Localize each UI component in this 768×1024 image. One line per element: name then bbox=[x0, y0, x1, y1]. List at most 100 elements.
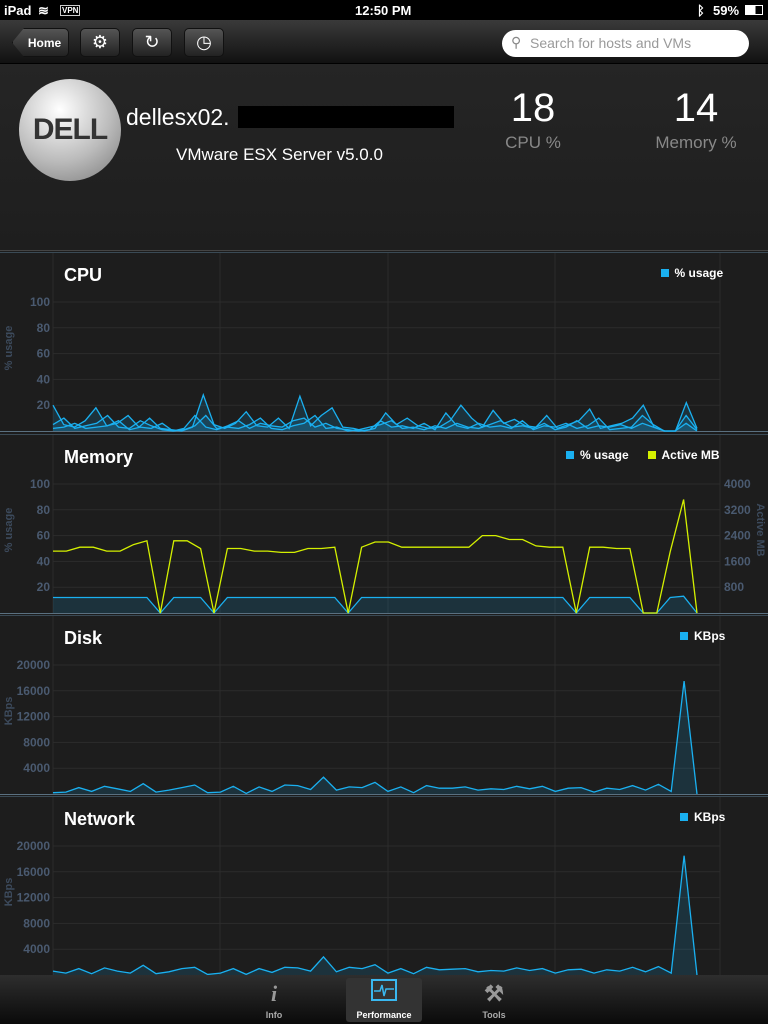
chart-title: Memory bbox=[64, 447, 134, 467]
y-tick-label: 4000 bbox=[23, 942, 50, 956]
tab-label: Info bbox=[265, 1010, 283, 1020]
history-button[interactable]: ◷ bbox=[184, 28, 224, 57]
refresh-button[interactable]: ↻ bbox=[132, 28, 172, 57]
legend-swatch bbox=[647, 451, 656, 459]
tab-label: Tools bbox=[482, 1010, 506, 1020]
legend-label: KBps bbox=[694, 629, 726, 643]
chart-title: CPU bbox=[64, 265, 103, 285]
disk-chart: 4000 8000 12000 16000 20000 KBps Disk KBps bbox=[0, 615, 768, 795]
gear-icon: ⚙ bbox=[91, 32, 109, 52]
vpn-badge: VPN bbox=[60, 5, 81, 16]
tab-performance[interactable]: Performance bbox=[346, 978, 422, 1022]
legend-label: Active MB bbox=[661, 448, 720, 462]
y-tick-label: 20 bbox=[37, 580, 51, 594]
y-tick-label: 20000 bbox=[17, 658, 51, 672]
legend-label: % usage bbox=[674, 266, 724, 280]
series-line bbox=[53, 499, 698, 614]
chart-title: Disk bbox=[64, 628, 103, 648]
chart-svg: 4000 8000 12000 16000 20000 KBps bbox=[0, 616, 768, 795]
search-input[interactable]: ⚲ Search for hosts and VMs bbox=[502, 30, 749, 57]
tab-bar: i Info Performance ⚒ Tools bbox=[0, 975, 768, 1024]
y2-tick-label: 3200 bbox=[724, 503, 751, 517]
tab-info[interactable]: i Info bbox=[236, 978, 312, 1022]
y2-tick-label: 4000 bbox=[724, 477, 751, 491]
y-tick-label: 12000 bbox=[17, 710, 51, 724]
settings-button[interactable]: ⚙ bbox=[80, 28, 120, 57]
y-tick-label: 100 bbox=[30, 295, 50, 309]
series-area bbox=[53, 415, 697, 431]
y-tick-label: 40 bbox=[37, 554, 51, 568]
device-name: iPad bbox=[4, 3, 32, 18]
status-bar: iPad ≋ VPN 12:50 PM ᛒ 59% bbox=[0, 0, 768, 20]
y-tick-label: 8000 bbox=[23, 735, 50, 749]
battery-percent: 59% bbox=[713, 3, 740, 18]
series-area bbox=[53, 855, 697, 975]
y-tick-label: 80 bbox=[37, 503, 51, 517]
legend-item: KBps bbox=[680, 629, 725, 643]
y-axis-label: KBps bbox=[3, 878, 15, 907]
y-axis-label: KBps bbox=[3, 697, 15, 726]
y-tick-label: 20 bbox=[37, 398, 51, 412]
host-header: DELL dellesx02. VMware ESX Server v5.0.0… bbox=[0, 64, 768, 251]
memory-stat: 14 Memory % bbox=[636, 86, 756, 153]
legend-swatch bbox=[680, 632, 688, 640]
clock: 12:50 PM bbox=[355, 3, 412, 18]
search-placeholder: Search for hosts and VMs bbox=[530, 35, 692, 51]
home-button[interactable]: Home bbox=[12, 28, 69, 57]
cpu-chart: 20 40 60 80 100 % usage CPU % usage bbox=[0, 252, 768, 432]
chart-svg: 20 40 60 80 100 % usage bbox=[0, 253, 768, 432]
legend-swatch bbox=[680, 813, 688, 821]
y-axis-label: % usage bbox=[3, 508, 15, 553]
y-tick-label: 100 bbox=[30, 477, 50, 491]
chart-title: Network bbox=[64, 809, 136, 829]
nav-bar: Home ⚙ ↻ ◷ ⚲ Search for hosts and VMs bbox=[0, 20, 768, 64]
legend-item: % usage bbox=[660, 266, 724, 280]
y-axis-label: % usage bbox=[3, 326, 15, 371]
y-tick-label: 60 bbox=[37, 347, 51, 361]
legend-item: KBps bbox=[680, 810, 725, 824]
y-tick-label: 40 bbox=[37, 372, 51, 386]
y-tick-label: 20000 bbox=[17, 839, 51, 853]
y2-tick-label: 1600 bbox=[724, 554, 751, 568]
y2-tick-label: 800 bbox=[724, 580, 744, 594]
memory-value: 14 bbox=[673, 86, 719, 130]
y2-tick-label: 2400 bbox=[724, 529, 751, 543]
clock-icon: ◷ bbox=[196, 32, 212, 52]
y-tick-label: 80 bbox=[37, 321, 51, 335]
series-area bbox=[53, 681, 697, 794]
network-chart: 4000 8000 12000 16000 20000 KBps Network KBps bbox=[0, 796, 768, 976]
legend-label: KBps bbox=[694, 810, 726, 824]
series-line bbox=[52, 855, 698, 976]
y-tick-label: 12000 bbox=[17, 891, 51, 905]
bluetooth-icon: ᛒ bbox=[697, 3, 705, 18]
legend-swatch bbox=[566, 451, 574, 459]
y-tick-label: 60 bbox=[37, 529, 51, 543]
legend-item: Active MB bbox=[647, 448, 720, 462]
tools-icon: ⚒ bbox=[484, 981, 504, 1006]
y-tick-label: 8000 bbox=[23, 916, 50, 930]
series-line bbox=[52, 414, 698, 432]
redacted-block bbox=[238, 106, 454, 128]
y2-axis-label: Active MB bbox=[754, 503, 766, 556]
info-icon: i bbox=[270, 981, 278, 1006]
cpu-stat: 18 CPU % bbox=[473, 86, 593, 153]
cpu-value: 18 bbox=[510, 86, 556, 130]
y-tick-label: 16000 bbox=[17, 684, 51, 698]
tab-label: Performance bbox=[356, 1010, 412, 1020]
cpu-label: CPU % bbox=[505, 133, 561, 152]
refresh-icon: ↻ bbox=[144, 32, 160, 52]
search-icon: ⚲ bbox=[511, 34, 522, 50]
series-area bbox=[53, 596, 697, 613]
legend-item: % usage bbox=[566, 448, 629, 462]
tab-tools[interactable]: ⚒ Tools bbox=[456, 978, 532, 1022]
series-area bbox=[53, 412, 697, 431]
y-tick-label: 16000 bbox=[17, 865, 51, 879]
y-tick-label: 4000 bbox=[23, 761, 50, 775]
legend-swatch bbox=[660, 269, 669, 277]
legend-label: % usage bbox=[580, 448, 629, 462]
dell-logo: DELL bbox=[19, 79, 121, 181]
performance-icon bbox=[346, 978, 422, 1010]
host-name: dellesx02. bbox=[126, 104, 230, 130]
memory-label: Memory % bbox=[655, 133, 737, 152]
